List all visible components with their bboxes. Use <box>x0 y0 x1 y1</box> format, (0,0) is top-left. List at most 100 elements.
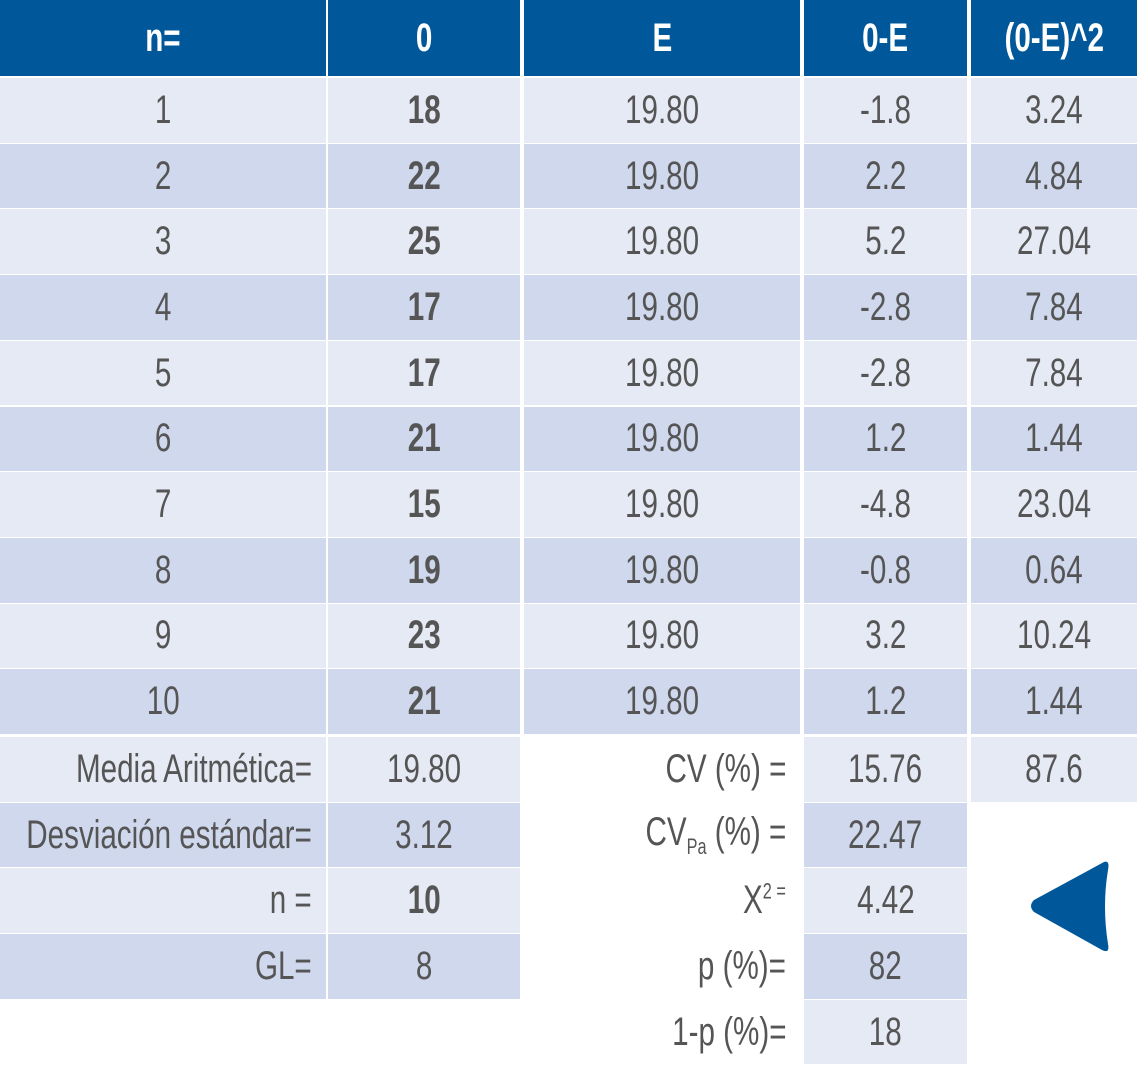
cell-text: 19.80 <box>624 416 700 461</box>
cell-text: 27.04 <box>1016 219 1092 264</box>
stat-value: 3.12 <box>328 802 520 868</box>
stat-value: 15.76 <box>804 737 967 802</box>
cell-difference: 3.2 <box>804 603 967 669</box>
cell-expected: 19.80 <box>524 669 800 734</box>
cell-text: -2.8 <box>859 284 912 329</box>
cell-observed: 17 <box>328 275 520 340</box>
cell-text: 17 <box>407 284 441 329</box>
cell-text: 19.80 <box>624 87 700 132</box>
cell-text: 3.2 <box>864 613 907 658</box>
cell-text: 19.80 <box>386 746 462 791</box>
header-expected: E <box>524 0 800 76</box>
cell-observed: 21 <box>328 669 520 734</box>
stat-label: 1-p (%)= <box>524 999 800 1065</box>
cell-text: n = <box>270 878 312 923</box>
cell-difference: 2.2 <box>804 143 967 209</box>
cell-text: 8 <box>415 943 433 988</box>
stat-value: 82 <box>804 934 967 999</box>
cell-text: 1.44 <box>1025 416 1083 461</box>
cell-text: n= <box>145 15 181 60</box>
sum-of-squares: 87.6 <box>971 737 1137 802</box>
cell-text: 23 <box>407 613 441 658</box>
stat-label: CVPa (%) = <box>524 802 800 868</box>
cell-observed: 23 <box>328 603 520 669</box>
cell-text: 23.04 <box>1016 482 1092 527</box>
cell-text: 18 <box>407 87 441 132</box>
cell-text: 19.80 <box>624 613 700 658</box>
cell-text: 7.84 <box>1025 350 1083 395</box>
cell-observed: 15 <box>328 472 520 537</box>
cell-text: 19.80 <box>624 153 700 198</box>
cell-difference: 1.2 <box>804 406 967 472</box>
cell-n: 1 <box>0 78 326 143</box>
header-observed: 0 <box>328 0 520 76</box>
cell-text: 3.24 <box>1025 87 1083 132</box>
cell-observed: 22 <box>328 143 520 209</box>
cell-text: 2 <box>154 153 172 198</box>
cell-text: 19.80 <box>624 547 700 592</box>
cell-text: 2.2 <box>864 153 907 198</box>
cell-text: 82 <box>869 943 902 988</box>
stat-value: 4.42 <box>804 868 967 934</box>
cell-text: CVPa (%) = <box>645 810 786 860</box>
cell-text: 19.80 <box>624 219 700 264</box>
cell-difference: -2.8 <box>804 340 967 406</box>
cell-text: 0 <box>415 15 433 60</box>
cell-observed: 25 <box>328 209 520 275</box>
cell-text: -1.8 <box>859 87 912 132</box>
cell-n: 7 <box>0 472 326 537</box>
cell-squared-difference: 1.44 <box>971 406 1137 472</box>
cell-expected: 19.80 <box>524 603 800 669</box>
cell-observed: 18 <box>328 78 520 143</box>
cell-text: 5 <box>154 350 172 395</box>
cell-text: 6 <box>154 416 172 461</box>
cell-text: -2.8 <box>859 350 912 395</box>
header-difference: 0-E <box>804 0 967 76</box>
cell-expected: 19.80 <box>524 209 800 275</box>
cell-n: 9 <box>0 603 326 669</box>
cell-text: 10 <box>407 878 441 923</box>
cell-text: 8 <box>154 547 172 592</box>
cell-text: (0-E)^2 <box>1004 15 1104 60</box>
cell-text: 4.84 <box>1025 153 1083 198</box>
stat-label: X2 = <box>524 868 800 934</box>
cell-text: 0.64 <box>1025 547 1083 592</box>
cell-text: E <box>652 15 672 60</box>
cell-text: 21 <box>407 679 441 724</box>
cell-n: 10 <box>0 669 326 734</box>
triangle-left-icon[interactable] <box>1028 858 1110 954</box>
cell-squared-difference: 23.04 <box>971 472 1137 537</box>
cell-difference: -2.8 <box>804 275 967 340</box>
cell-text: 18 <box>869 1009 902 1054</box>
stat-value: 18 <box>804 999 967 1065</box>
cell-n: 5 <box>0 340 326 406</box>
cell-text: -0.8 <box>859 547 912 592</box>
cell-text: 1-p (%)= <box>671 1009 786 1054</box>
cell-squared-difference: 7.84 <box>971 340 1137 406</box>
cell-text: Desviación estándar= <box>26 812 312 857</box>
cell-n: 2 <box>0 143 326 209</box>
stat-label: CV (%) = <box>524 737 800 802</box>
cell-text: 5.2 <box>864 219 907 264</box>
cell-text: 87.6 <box>1025 746 1083 791</box>
cell-text: 19.80 <box>624 679 700 724</box>
stat-label: n = <box>0 868 326 934</box>
cell-text: 15.76 <box>848 746 923 791</box>
cell-squared-difference: 3.24 <box>971 78 1137 143</box>
cell-text: GL= <box>255 943 312 988</box>
subscript: Pa <box>686 834 707 860</box>
cell-expected: 19.80 <box>524 537 800 603</box>
cell-n: 4 <box>0 275 326 340</box>
cell-text: 1.44 <box>1025 679 1083 724</box>
stat-label: GL= <box>0 934 326 999</box>
cell-text: 3 <box>154 219 172 264</box>
cell-text: 22.47 <box>848 812 923 857</box>
header-squared-difference: (0-E)^2 <box>971 0 1137 76</box>
cell-squared-difference: 7.84 <box>971 275 1137 340</box>
stat-label: p (%)= <box>524 934 800 999</box>
cell-observed: 21 <box>328 406 520 472</box>
cell-text: 21 <box>407 416 441 461</box>
cell-observed: 19 <box>328 537 520 603</box>
cell-text: 19.80 <box>624 350 700 395</box>
header-n: n= <box>0 0 326 76</box>
